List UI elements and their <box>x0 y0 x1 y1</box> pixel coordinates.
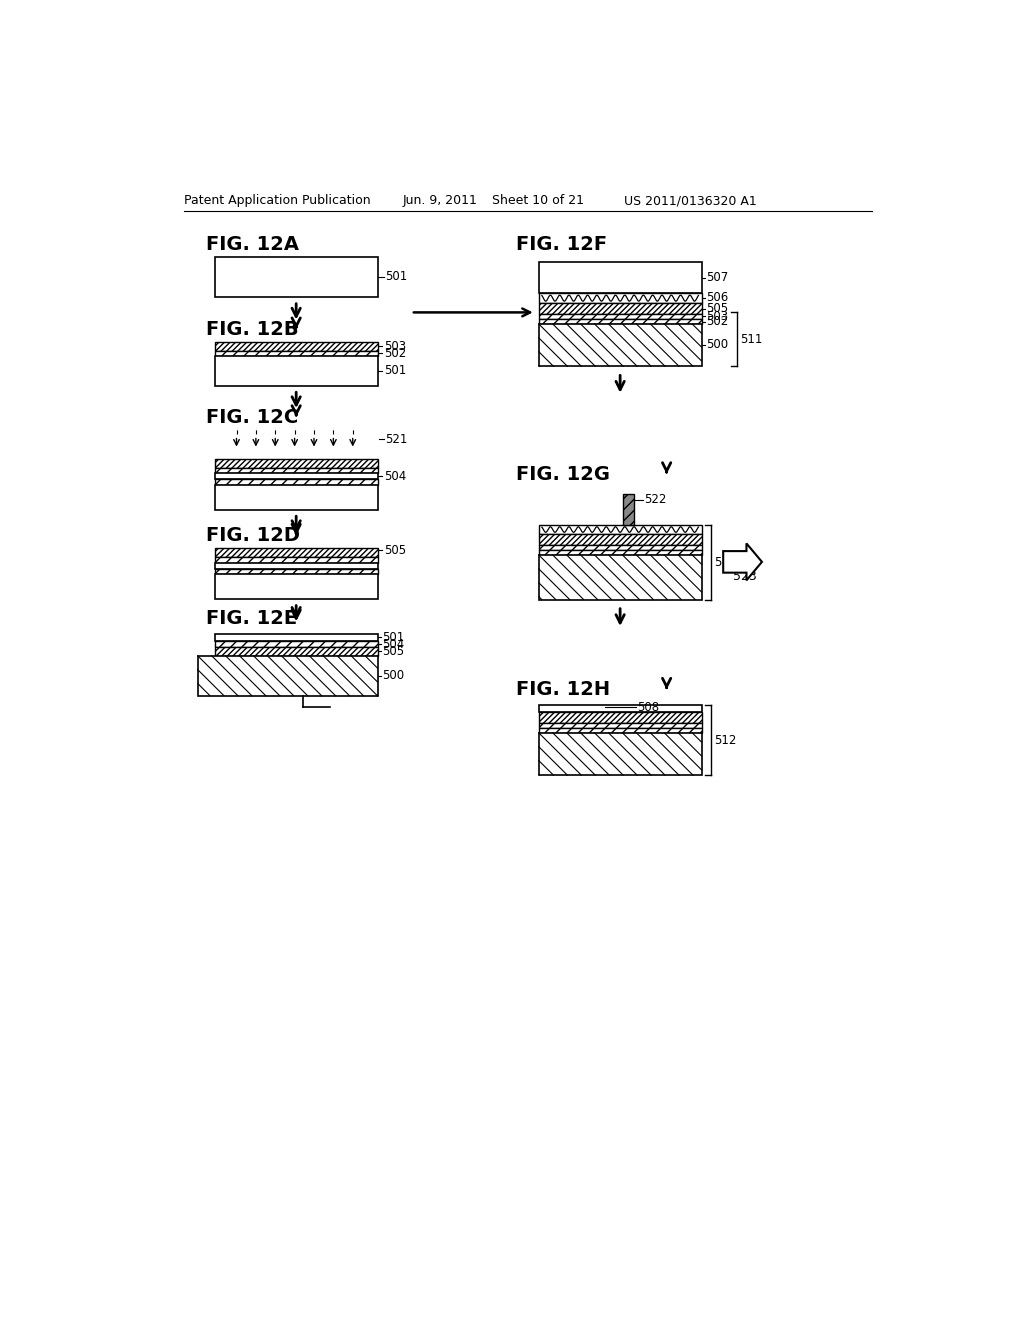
Text: 522: 522 <box>644 492 667 506</box>
Text: FIG. 12F: FIG. 12F <box>515 235 606 255</box>
Bar <box>539 293 701 304</box>
Bar <box>215 557 378 562</box>
Bar <box>539 705 701 711</box>
Text: FIG. 12H: FIG. 12H <box>515 680 609 700</box>
Text: FIG. 12B: FIG. 12B <box>206 319 298 339</box>
Bar <box>215 356 378 385</box>
Bar <box>539 314 701 319</box>
Text: FIG. 12D: FIG. 12D <box>206 527 299 545</box>
Bar <box>539 723 701 729</box>
Text: 501: 501 <box>385 271 408 284</box>
Bar <box>539 304 701 314</box>
Text: 512: 512 <box>714 734 736 747</box>
Bar <box>539 550 701 554</box>
Bar <box>215 548 378 557</box>
Bar <box>215 484 378 510</box>
Text: 500: 500 <box>707 338 728 351</box>
Bar <box>539 733 701 775</box>
Bar <box>215 479 378 484</box>
Bar <box>539 263 701 293</box>
Text: 504: 504 <box>382 638 404 651</box>
Bar <box>215 257 378 297</box>
Text: 501: 501 <box>382 631 404 644</box>
Text: Patent Application Publication: Patent Application Publication <box>183 194 371 207</box>
Bar <box>539 711 701 723</box>
Bar <box>215 562 378 569</box>
Bar <box>539 545 701 550</box>
Text: 511: 511 <box>714 556 736 569</box>
Bar <box>215 342 378 351</box>
Text: Sheet 10 of 21: Sheet 10 of 21 <box>493 194 585 207</box>
Text: 503: 503 <box>707 310 728 323</box>
Text: 523: 523 <box>732 570 757 583</box>
Bar <box>215 642 378 647</box>
Bar <box>215 635 378 642</box>
Text: 502: 502 <box>707 315 728 329</box>
Bar <box>198 656 378 696</box>
Text: FIG. 12A: FIG. 12A <box>206 235 299 255</box>
Text: FIG. 12G: FIG. 12G <box>515 465 609 483</box>
Bar <box>539 554 701 599</box>
Text: 507: 507 <box>707 271 728 284</box>
Text: 505: 505 <box>382 644 404 657</box>
Bar <box>215 459 378 469</box>
Bar <box>539 319 701 323</box>
Text: 502: 502 <box>384 347 406 360</box>
Bar <box>215 647 378 656</box>
Text: 505: 505 <box>707 302 728 315</box>
Bar <box>215 474 378 479</box>
Bar <box>215 469 378 474</box>
Text: 505: 505 <box>384 544 406 557</box>
Bar <box>539 323 701 367</box>
Bar <box>539 535 701 545</box>
Text: 511: 511 <box>740 333 763 346</box>
Text: FIG. 12C: FIG. 12C <box>206 408 298 426</box>
Text: 521: 521 <box>385 433 408 446</box>
Bar <box>539 729 701 733</box>
Bar <box>215 569 378 574</box>
Bar <box>539 525 701 535</box>
Text: 500: 500 <box>382 669 404 682</box>
Text: 503: 503 <box>384 339 406 352</box>
Text: Jun. 9, 2011: Jun. 9, 2011 <box>403 194 478 207</box>
Text: 508: 508 <box>637 701 659 714</box>
Text: 504: 504 <box>384 470 406 483</box>
Bar <box>215 574 378 599</box>
Polygon shape <box>723 544 762 581</box>
Bar <box>215 351 378 356</box>
Text: 501: 501 <box>384 364 406 378</box>
Bar <box>623 494 634 525</box>
Text: 506: 506 <box>707 292 728 305</box>
Text: FIG. 12E: FIG. 12E <box>206 610 297 628</box>
Text: US 2011/0136320 A1: US 2011/0136320 A1 <box>624 194 757 207</box>
